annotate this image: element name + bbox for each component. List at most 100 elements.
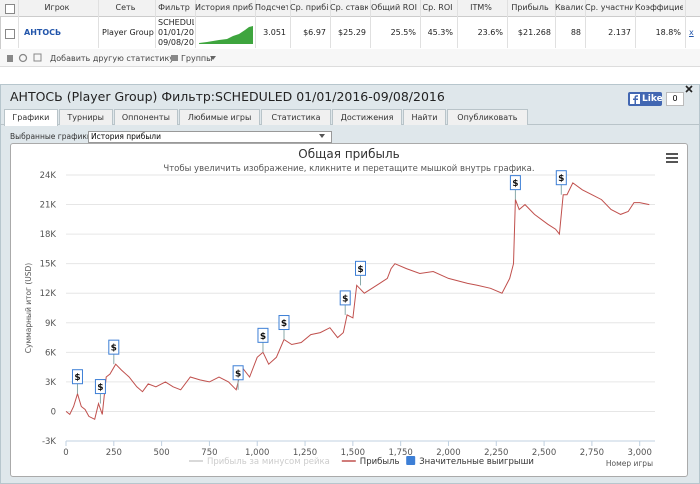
column-divider [330, 0, 331, 48]
stat-value: 18.8% [655, 28, 681, 37]
column-header: Подсчет [255, 3, 288, 12]
stat-value: 23.6% [477, 28, 503, 37]
x-tick-label: 2,750 [580, 448, 604, 458]
legend-label[interactable]: Прибыль [360, 457, 400, 467]
column-header: Фильтр [158, 3, 190, 12]
column-header: ITM% [470, 3, 492, 12]
x-tick-label: 2,250 [484, 448, 508, 458]
flag [232, 365, 244, 381]
tab[interactable]: Статистика [261, 109, 331, 125]
toolbar [0, 49, 700, 67]
column-header: Квалис [555, 3, 583, 12]
legend-label[interactable]: Прибыль за минусом рейка [207, 457, 330, 467]
column-divider [255, 0, 256, 48]
chart-selector[interactable]: История прибыли [88, 131, 332, 143]
y-tick-label: -3K [42, 437, 56, 447]
legend-swatch [406, 456, 416, 465]
toolbar-icons [7, 53, 42, 63]
sparkline [199, 26, 253, 44]
column-divider [195, 0, 196, 48]
flag [509, 175, 521, 191]
x-axis-title: Номер игры [606, 459, 653, 468]
flag-label: $ [97, 383, 103, 393]
column-header: Игрок [44, 3, 70, 12]
column-divider [370, 0, 371, 48]
column-header: Общий ROI [371, 3, 417, 12]
column-header: Ср. участни [585, 3, 633, 12]
column-divider [635, 0, 636, 48]
dropdown-arrow [319, 134, 325, 138]
x-tick-label: 1,500 [341, 448, 365, 458]
flag [257, 327, 269, 343]
flag [94, 379, 106, 395]
y-axis-title: Суммарный итог (USD) [24, 263, 33, 354]
flag-label: $ [357, 265, 363, 275]
column-divider [290, 0, 291, 48]
stat-value: $6.97 [303, 28, 326, 37]
column-header: История прибы [195, 3, 253, 12]
column-header: Коэффицие [635, 3, 683, 12]
y-tick-label: 12K [40, 289, 57, 299]
x-tick-label: 500 [153, 448, 169, 458]
tab[interactable]: Графики [4, 109, 58, 126]
x-tick-label: 1,250 [293, 448, 317, 458]
legend-label[interactable]: Значительные выигрыши [419, 457, 534, 467]
profit-line [65, 182, 650, 421]
y-tick-label: 15K [40, 260, 57, 270]
fb-icon [630, 94, 640, 104]
close-icon[interactable] [685, 85, 693, 93]
tab[interactable]: Любимые игры [179, 109, 260, 125]
groups-icon [171, 55, 178, 61]
column-divider [507, 0, 508, 48]
dropdown-arrow [210, 56, 216, 60]
tab[interactable]: Турниры [58, 109, 113, 125]
column-divider [685, 0, 686, 48]
column-header: Сеть [115, 3, 136, 12]
remove-link[interactable]: x [689, 28, 694, 37]
flag [555, 170, 567, 186]
tab[interactable]: Достижения [332, 109, 402, 125]
stat-value: 2.137 [608, 28, 631, 37]
add-stat-button[interactable]: Добавить другую статистику [50, 54, 175, 63]
x-tick-label: 2,000 [436, 448, 460, 458]
flag-label: $ [111, 344, 117, 354]
chart: Общая прибыль Чтобы увеличить изображение… [24, 147, 678, 468]
x-tick-label: 1,000 [245, 448, 269, 458]
x-tick-label: 1,750 [388, 448, 412, 458]
tab[interactable]: Найти [403, 109, 446, 125]
flag-label: $ [235, 369, 241, 379]
chart-title: Общая прибыль [298, 147, 399, 161]
player-name[interactable]: АНТОСЬ [24, 28, 62, 37]
tab[interactable]: Опубликовать [447, 109, 528, 125]
network: Player Group [102, 28, 154, 37]
table-header [0, 0, 700, 17]
filter-text: SCHEDUL [158, 18, 194, 27]
y-tick-label: 3K [45, 378, 56, 388]
groups-button[interactable]: Группы [181, 54, 213, 63]
checkbox[interactable] [5, 29, 15, 39]
column-divider [585, 0, 586, 48]
column-divider [155, 0, 156, 48]
flag [339, 290, 351, 306]
x-tick-label: 0 [63, 448, 68, 458]
flag-label: $ [342, 294, 348, 304]
menu-icon[interactable] [666, 153, 678, 163]
like-count: 0 [666, 92, 684, 106]
tab[interactable]: Оппоненты [113, 109, 179, 125]
panel-title: АНТОСЬ (Player Group) Фильтр:SCHEDULED 0… [10, 89, 445, 104]
x-tick-label: 3,000 [628, 448, 652, 458]
stat-value: 25.5% [390, 28, 416, 37]
flag-label: $ [281, 319, 287, 329]
flag [355, 260, 366, 276]
stat-value: $21.268 [517, 28, 551, 37]
y-tick-label: 18K [40, 230, 57, 240]
selector-label: Выбранные графики: [10, 132, 95, 141]
column-divider [18, 0, 19, 48]
filter-text: 09/08/20 [158, 38, 194, 47]
checkbox[interactable] [5, 4, 15, 14]
stat-value: 88 [570, 28, 581, 37]
flag [71, 369, 83, 385]
stat-value: $25.29 [338, 28, 366, 37]
x-tick-label: 750 [201, 448, 217, 458]
